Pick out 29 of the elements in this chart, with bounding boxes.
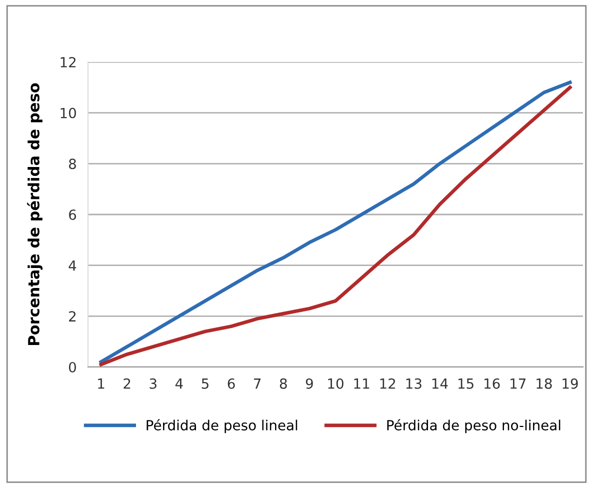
x-tick-label: 16 bbox=[484, 378, 500, 389]
x-tick-label: 15 bbox=[458, 378, 474, 389]
x-tick-label: 5 bbox=[202, 378, 208, 389]
x-tick-label: 11 bbox=[354, 378, 370, 389]
y-tick-label: 4 bbox=[68, 260, 76, 271]
x-tick-label: 9 bbox=[306, 378, 313, 389]
y-axis-title: Porcentaje de pérdida de peso bbox=[27, 83, 43, 345]
x-tick-label: 17 bbox=[510, 378, 526, 389]
x-tick-label: 3 bbox=[150, 378, 156, 389]
x-tick-label: 13 bbox=[406, 378, 422, 389]
y-tick-label: 0 bbox=[68, 362, 76, 372]
x-tick-label: 6 bbox=[228, 378, 235, 389]
x-tick-label: 2 bbox=[124, 378, 130, 389]
y-tick-label: 2 bbox=[69, 311, 76, 322]
x-tick-label: 4 bbox=[175, 378, 183, 389]
y-tick-label: 10 bbox=[60, 108, 76, 118]
x-tick-label: 18 bbox=[536, 378, 552, 389]
x-tick-label: 7 bbox=[254, 378, 261, 389]
x-tick-label: 12 bbox=[380, 378, 396, 389]
x-tick-label: 8 bbox=[280, 378, 287, 389]
legend-label: Pérdida de peso lineal bbox=[146, 419, 298, 434]
x-tick-label: 19 bbox=[562, 378, 578, 389]
x-tick-label: 10 bbox=[328, 378, 344, 389]
y-tick-label: 8 bbox=[68, 158, 76, 170]
x-tick-label: 1 bbox=[98, 378, 104, 389]
y-tick-label: 6 bbox=[69, 209, 76, 220]
x-tick-label: 14 bbox=[432, 378, 448, 389]
y-tick-label: 12 bbox=[60, 56, 76, 68]
legend-label: Pérdida de peso no-lineal bbox=[387, 419, 560, 434]
